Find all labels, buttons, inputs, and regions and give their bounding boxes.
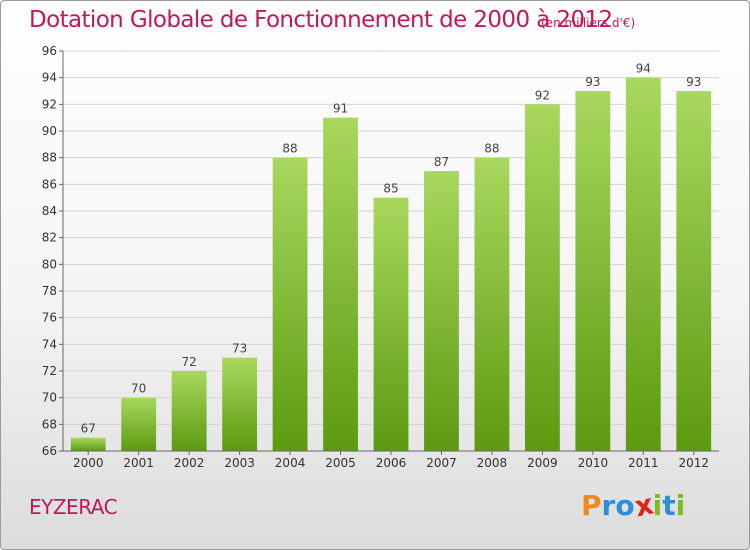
y-tick-label: 66 — [42, 444, 57, 458]
proxiti-logo: Proxiti — [581, 487, 686, 523]
bar-2006 — [373, 197, 409, 451]
y-tick-label: 68 — [42, 417, 57, 431]
y-tick-label: 82 — [42, 231, 57, 245]
data-label-2004: 88 — [282, 142, 297, 156]
x-tick-label-2009: 2009 — [527, 456, 558, 470]
x-tick-label-2006: 2006 — [376, 456, 407, 470]
y-tick-label: 78 — [42, 284, 57, 298]
bar-2005 — [323, 117, 358, 452]
bar-2002 — [171, 371, 207, 451]
bar-2009 — [524, 104, 560, 451]
logo-letter: i — [675, 489, 686, 522]
x-tick-label-2005: 2005 — [325, 456, 356, 470]
data-label-2003: 73 — [232, 342, 247, 356]
y-tick-label: 90 — [42, 124, 57, 138]
logo-letter: o — [615, 489, 635, 522]
bar-2001 — [121, 397, 157, 451]
y-tick-label: 92 — [42, 97, 57, 111]
y-tick-label: 86 — [42, 177, 57, 191]
data-label-2002: 72 — [182, 355, 197, 369]
y-tick-label: 94 — [42, 71, 57, 85]
data-label-2008: 88 — [484, 142, 499, 156]
logo-letter: i — [652, 489, 663, 522]
bar-2012 — [676, 91, 712, 451]
x-tick-label-2003: 2003 — [224, 456, 255, 470]
bar-2000 — [70, 437, 106, 451]
bars: 67 70 72 73 88 91 85 87 88 92 93 94 93 — [70, 62, 712, 452]
y-tick-label: 72 — [42, 364, 57, 378]
y-tick-label: 70 — [42, 391, 57, 405]
chart-title: Dotation Globale de Fonctionnement de 20… — [29, 7, 613, 33]
x-tick-label-2012: 2012 — [678, 456, 709, 470]
logo-letter: P — [581, 489, 602, 522]
axes: 66 68 70 72 74 76 78 80 82 84 86 88 90 92 94 96 2000 2001… — [42, 44, 719, 470]
x-tick-label-2000: 2000 — [73, 456, 104, 470]
data-label-2007: 87 — [434, 155, 449, 169]
x-tick-label-2011: 2011 — [628, 456, 659, 470]
commune-name: EYZERAC — [29, 495, 118, 519]
logo-letter: t — [662, 489, 676, 522]
y-tick-label: 74 — [42, 337, 57, 351]
x-tick-label-2004: 2004 — [275, 456, 306, 470]
logo-letter: r — [601, 489, 616, 522]
data-label-2012: 93 — [686, 75, 701, 89]
x-tick-label-2008: 2008 — [477, 456, 508, 470]
chart-subtitle: (en milliers d'€) — [541, 16, 636, 30]
data-label-2009: 92 — [535, 88, 550, 102]
y-tick-label: 96 — [42, 44, 57, 58]
x-tick-label-2001: 2001 — [123, 456, 154, 470]
data-label-2006: 85 — [383, 182, 398, 196]
data-label-2011: 94 — [636, 62, 651, 76]
data-label-2000: 67 — [81, 422, 96, 436]
bar-2007 — [424, 171, 459, 451]
x-tick-label-2010: 2010 — [578, 456, 609, 470]
bar-2010 — [575, 91, 611, 451]
x-tick-label-2002: 2002 — [174, 456, 205, 470]
y-tick-label: 84 — [42, 204, 57, 218]
data-label-2001: 70 — [131, 382, 146, 396]
y-tick-label: 80 — [42, 257, 57, 271]
y-tick-label: 76 — [42, 311, 57, 325]
bar-2004 — [272, 157, 308, 451]
data-label-2010: 93 — [585, 75, 600, 89]
data-label-2005: 91 — [333, 102, 348, 116]
y-tick-label: 88 — [42, 151, 57, 165]
x-tick-label-2007: 2007 — [426, 456, 457, 470]
bar-2011 — [625, 77, 661, 452]
bar-2008 — [474, 157, 510, 451]
bar-2003 — [222, 357, 258, 451]
